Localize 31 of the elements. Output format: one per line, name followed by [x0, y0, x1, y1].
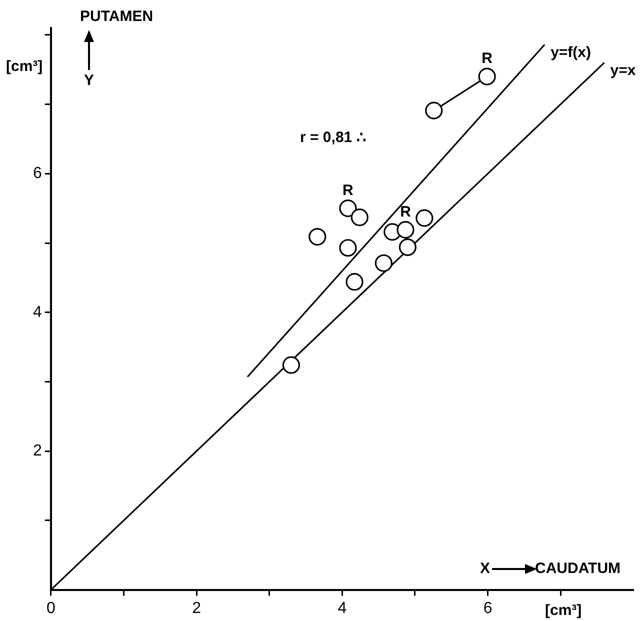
series-label: y=x	[610, 62, 636, 79]
point	[396, 221, 414, 239]
point	[350, 208, 368, 226]
x-tick-label: 0	[46, 600, 56, 617]
annotation: r = 0,81 ∴	[300, 128, 366, 146]
point	[398, 238, 416, 256]
x-tick-label: 4	[338, 600, 347, 617]
point	[339, 200, 357, 218]
y-tick-label: 2	[32, 442, 42, 460]
annotation: Y	[84, 72, 94, 89]
point	[425, 102, 443, 120]
series-label: y=f(x)	[550, 44, 592, 61]
point	[478, 68, 496, 86]
point	[374, 254, 392, 272]
y-axis-title: PUTAMEN	[80, 8, 154, 25]
x-tick-label: 2	[192, 600, 202, 617]
annotation: R	[400, 203, 412, 220]
annotation: X	[480, 560, 490, 577]
annotation: R	[482, 50, 493, 68]
point	[346, 273, 364, 291]
annotation: R	[342, 182, 354, 199]
x-tick-label: 6	[483, 600, 492, 617]
point	[416, 209, 434, 227]
y-tick-label: 4	[32, 304, 42, 321]
text: [cm³]	[6, 58, 43, 75]
y-tick-label: 6	[32, 165, 42, 182]
x-axis-title: CAUDATUM	[535, 560, 621, 577]
point	[308, 228, 326, 246]
point	[339, 239, 357, 257]
point	[282, 356, 300, 374]
text: [cm³]	[545, 602, 582, 619]
